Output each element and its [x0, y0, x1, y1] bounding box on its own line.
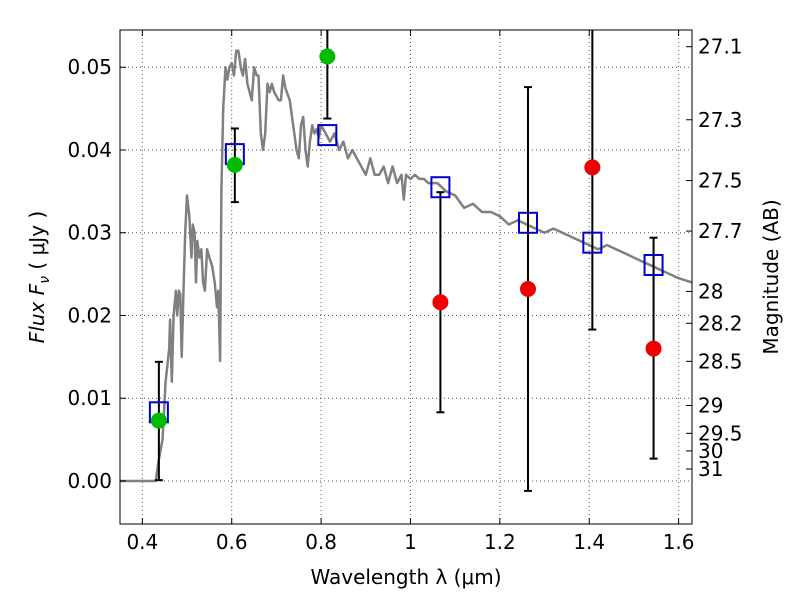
model-spectrum-line	[120, 49, 693, 483]
model-point	[517, 211, 538, 234]
plot-frame	[119, 29, 693, 525]
data-markers	[148, 48, 664, 429]
y-axis-label: Flux Fν ( μJy )	[25, 211, 53, 343]
y2-tick-label: 27.3	[698, 108, 743, 132]
y-axis-label-sub: ν	[37, 276, 53, 284]
y2-tick-label: 28.5	[698, 349, 743, 373]
y2-tick-label: 28.2	[698, 311, 743, 335]
model-point	[317, 124, 338, 147]
x-axis-label: Wavelength λ (μm)	[310, 565, 501, 589]
y2-axis-label: Magnitude (AB)	[759, 199, 783, 354]
y2-tick-label: 27.5	[698, 169, 743, 193]
x-tick-label: 0.8	[305, 530, 337, 554]
error-bars	[154, 30, 658, 492]
nondetection-point	[432, 294, 449, 311]
y-tick-label: 0.05	[67, 55, 112, 79]
y2-tick-label: 27.7	[698, 219, 743, 243]
model-point	[582, 231, 603, 254]
x-tick-label: 1.4	[573, 530, 605, 554]
x-tick-label: 0.6	[216, 530, 248, 554]
y-tick-label: 0.04	[67, 138, 112, 162]
y-tick-label: 0.02	[67, 303, 112, 327]
y-axis-label-main: Flux F	[25, 283, 49, 343]
y-tick-label: 0.00	[67, 469, 112, 493]
y-axis-ticks: 0.00 0.01 0.02 0.03 0.04 0.05	[67, 55, 126, 493]
y-axis-label-unit: ( μJy )	[25, 211, 49, 276]
x-tick-label: 1.2	[484, 530, 516, 554]
x-axis-ticks: 0.4 0.6 0.8 1 1.2 1.4 1.6	[126, 30, 695, 554]
y2-tick-label: 30	[698, 439, 723, 463]
detection-point	[319, 48, 336, 65]
y2-tick-label: 27.1	[698, 35, 743, 59]
x-tick-label: 1	[404, 530, 417, 554]
y2-tick-label: 29.5	[698, 421, 743, 445]
y-tick-label: 0.03	[67, 221, 112, 245]
y2-tick-label: 28	[698, 279, 723, 303]
y2-tick-label: 29	[698, 394, 723, 418]
x-tick-label: 1.6	[663, 530, 695, 554]
nondetection-point	[519, 280, 536, 297]
y-tick-label: 0.01	[67, 386, 112, 410]
model-spectrum	[120, 49, 693, 483]
x-tick-label: 0.4	[126, 530, 158, 554]
model-point	[643, 254, 664, 277]
detection-point	[150, 412, 167, 429]
detection-point	[226, 156, 243, 173]
model-point	[430, 176, 451, 199]
y2-tick-label: 31	[698, 457, 723, 481]
nondetection-point	[645, 340, 662, 357]
nondetection-point	[584, 159, 601, 176]
